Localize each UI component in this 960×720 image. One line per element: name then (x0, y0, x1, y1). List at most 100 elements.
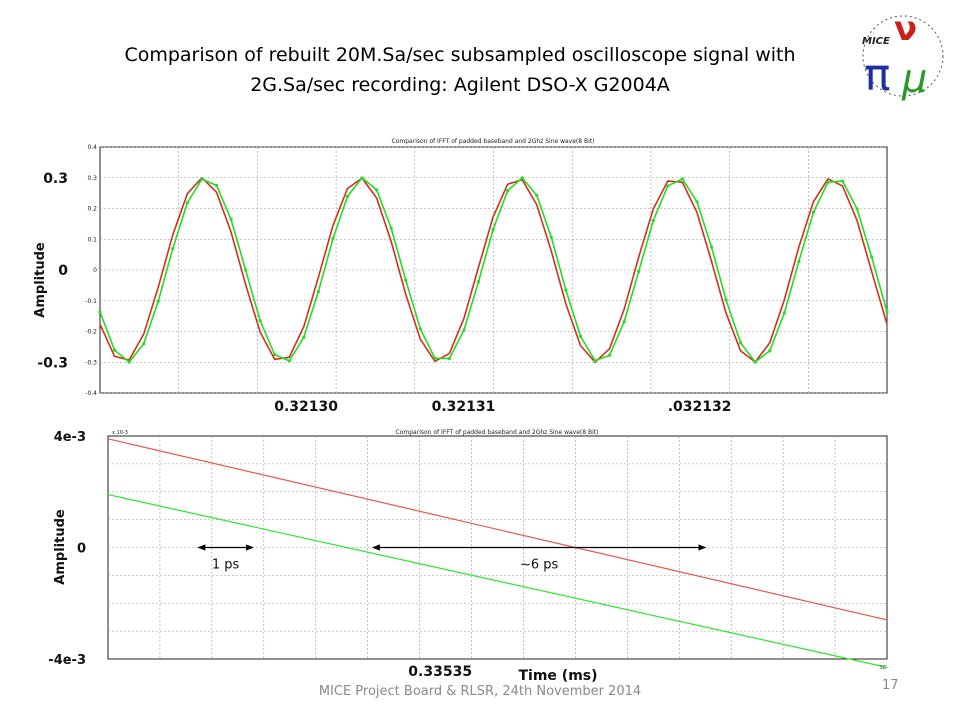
sample-point (156, 299, 160, 303)
grid (100, 146, 887, 394)
x-tick-label: 0.33535 (408, 664, 472, 680)
sample-point (185, 201, 189, 205)
y-tick-label: 0.3 (87, 175, 97, 182)
sample-point (476, 279, 481, 284)
sample-point (855, 207, 859, 211)
annotation-label-0: 1 ps (212, 558, 240, 573)
series-line-1 (107, 493, 888, 668)
logo-ring (862, 15, 944, 97)
sample-point (578, 334, 583, 338)
sample-point (607, 353, 612, 357)
sample-point (797, 259, 801, 263)
chart-title: Comparison of IFFT of padded baseband an… (392, 138, 595, 145)
sample-point (243, 268, 248, 272)
annotation-label-1: ~6 ps (520, 558, 559, 573)
series (107, 438, 888, 668)
title-line-2: 2G.Sa/sec recording: Agilent DSO-X G2004… (250, 74, 670, 96)
sample-point (200, 177, 204, 181)
sample-point (258, 319, 262, 323)
logo-nu-glyph: ν (894, 10, 917, 49)
sample-point (98, 310, 102, 314)
sample-point (112, 348, 117, 352)
y-big-tick-label: 0 (77, 542, 86, 557)
y-big-tick-label: 0.3 (43, 171, 68, 187)
sample-point (666, 184, 670, 188)
sample-point (549, 235, 553, 239)
logo-pi-glyph: π (864, 50, 891, 101)
y-tick-label: -0.2 (85, 329, 97, 336)
sample-point (826, 180, 830, 184)
slide-title: Comparison of rebuilt 20M.Sa/sec subsamp… (40, 40, 880, 100)
page-number: 17 (882, 678, 899, 693)
annotations: 1 ps ~6 ps (197, 544, 707, 573)
y-big-tick-label: -0.3 (37, 355, 68, 371)
sample-point (695, 200, 699, 204)
sample-point (680, 177, 684, 181)
title-line-1: Comparison of rebuilt 20M.Sa/sec subsamp… (124, 44, 796, 66)
sample-point (287, 359, 291, 363)
sample-point (768, 349, 772, 353)
series (98, 176, 889, 364)
sample-point (622, 320, 626, 324)
y-tick-label: -0.3 (85, 359, 97, 366)
sample-point (564, 288, 568, 292)
sample-point (782, 311, 786, 315)
y-big-tick-label: 4e-3 (54, 430, 86, 445)
logo-text: MICE (862, 36, 890, 47)
sample-point (520, 176, 524, 180)
sample-point (302, 335, 306, 339)
sample-point (885, 310, 889, 314)
y-scale-note: x 10-3 (112, 430, 128, 436)
sample-point (535, 193, 539, 197)
y-big-tick-label: 0 (58, 263, 68, 279)
sample-point (389, 226, 393, 230)
sample-point (462, 328, 466, 332)
y-tick-label: 0 (93, 267, 97, 274)
sample-point (404, 278, 408, 282)
sample-point (491, 227, 495, 232)
sample-point (229, 217, 233, 221)
sample-point (709, 245, 714, 249)
y-tick-label: 0.2 (87, 206, 97, 213)
sample-point (273, 353, 277, 357)
series-line-0 (107, 438, 888, 621)
sample-point (753, 360, 757, 364)
sample-point (811, 210, 816, 214)
y-tick-label: 0.4 (87, 144, 97, 151)
sample-point (171, 246, 175, 251)
sample-point (593, 359, 597, 363)
sample-point (506, 188, 510, 193)
sample-point (433, 356, 437, 360)
sample-point (651, 218, 655, 223)
sample-point (214, 183, 219, 187)
logo-mu-glyph: μ (901, 56, 927, 102)
sample-point (142, 342, 146, 346)
sample-point (724, 298, 728, 302)
y-axis-label: Amplitude (53, 509, 68, 585)
sample-point (127, 360, 131, 364)
x-tick-label: .032132 (668, 399, 732, 415)
x-tick-label: 0.32131 (432, 399, 496, 415)
chart-title: Comparison of IFFT of padded baseband an… (396, 429, 599, 436)
sample-point (316, 289, 320, 294)
sample-point (331, 237, 335, 241)
y-tick-label: 0.1 (87, 236, 97, 243)
bottom-zoom-chart: Comparison of IFFT of padded baseband an… (48, 429, 888, 684)
tick-labels: 0.4 0.3 0.2 0.1 0 -0.1 -0.2 -0.3 -0.4 0.3 0 -0.3 0.3… (37, 144, 731, 415)
x-corner-label: 36 (880, 665, 886, 671)
top-waveform-chart: Comparison of IFFT of padded baseband an… (33, 138, 889, 415)
sample-point (375, 188, 379, 192)
sample-point (739, 341, 743, 345)
y-big-tick-label: -4e-3 (48, 653, 86, 668)
sample-point (360, 176, 364, 180)
sample-point (870, 255, 874, 259)
footer-text: MICE Project Board & RLSR, 24th November… (318, 684, 642, 699)
sample-point (447, 356, 452, 361)
sample-point (418, 327, 422, 331)
y-axis-label: Amplitude (33, 242, 48, 318)
y-tick-label: -0.4 (85, 390, 97, 397)
sample-point (637, 269, 641, 274)
x-tick-label: 0.32130 (274, 399, 338, 415)
x-axis-label: Time (ms) (518, 668, 597, 684)
tick-labels: 4e-3 0 -4e-3 0.33535 36 (48, 430, 886, 680)
